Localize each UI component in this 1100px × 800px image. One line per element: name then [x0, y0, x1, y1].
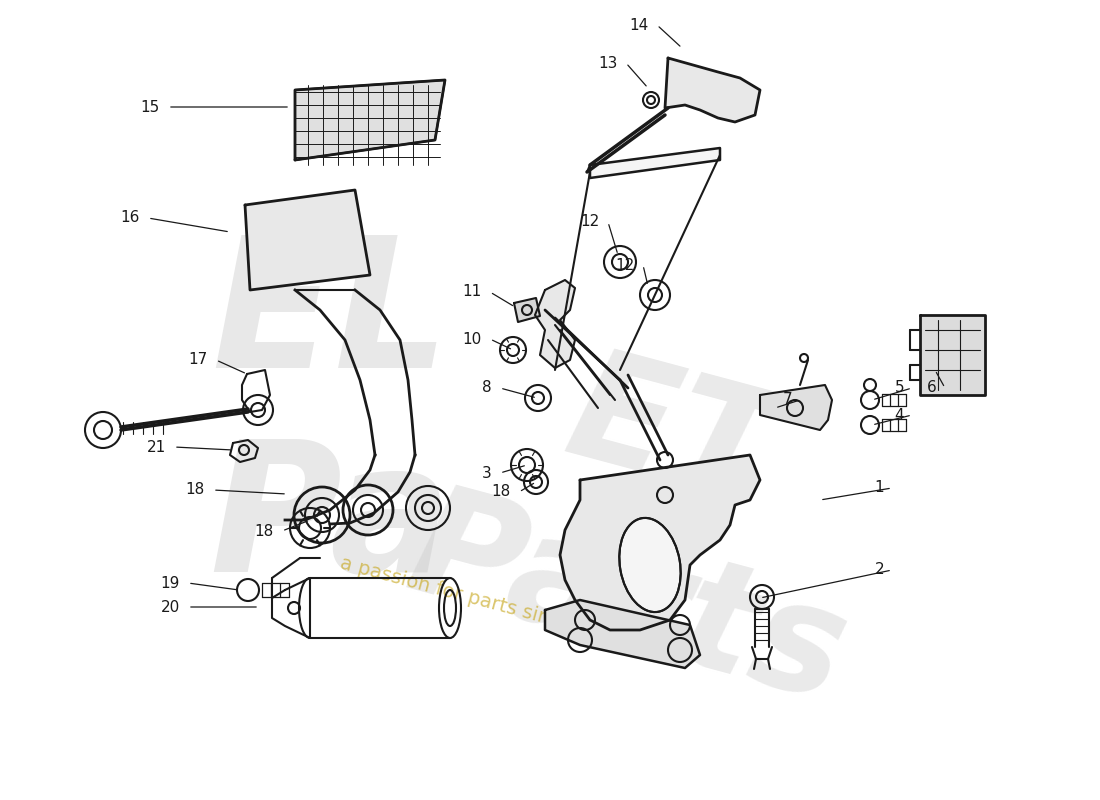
- Polygon shape: [666, 58, 760, 122]
- Text: 18: 18: [186, 482, 205, 498]
- Text: 5: 5: [894, 381, 904, 395]
- Text: 19: 19: [161, 575, 180, 590]
- Text: 15: 15: [141, 99, 160, 114]
- Text: 11: 11: [463, 285, 482, 299]
- Text: 18: 18: [492, 485, 512, 499]
- Polygon shape: [920, 315, 984, 395]
- Text: 7: 7: [782, 393, 792, 407]
- Text: 4: 4: [894, 407, 904, 422]
- Polygon shape: [295, 80, 446, 160]
- Polygon shape: [560, 455, 760, 630]
- Text: 18: 18: [255, 523, 274, 538]
- Polygon shape: [544, 600, 700, 668]
- Polygon shape: [514, 298, 540, 322]
- Text: 10: 10: [463, 331, 482, 346]
- Text: 17: 17: [189, 353, 208, 367]
- Polygon shape: [590, 148, 720, 178]
- Text: 12: 12: [581, 214, 600, 230]
- Text: ET
Parts: ET Parts: [394, 307, 906, 733]
- Text: a passion for parts since1985: a passion for parts since1985: [338, 554, 622, 646]
- Ellipse shape: [619, 518, 681, 612]
- Polygon shape: [760, 385, 832, 430]
- Text: 6: 6: [927, 381, 937, 395]
- Text: 20: 20: [161, 599, 180, 614]
- Polygon shape: [245, 190, 370, 290]
- Text: 2: 2: [874, 562, 884, 578]
- Text: 13: 13: [598, 55, 618, 70]
- Text: 14: 14: [629, 18, 649, 33]
- Text: EL
Pa: EL Pa: [209, 230, 451, 610]
- Text: 1: 1: [874, 481, 884, 495]
- Polygon shape: [535, 280, 575, 368]
- Text: 8: 8: [483, 381, 492, 395]
- Text: 3: 3: [482, 466, 492, 481]
- Text: 21: 21: [146, 439, 166, 454]
- Text: 12: 12: [616, 258, 635, 273]
- Text: 16: 16: [121, 210, 140, 226]
